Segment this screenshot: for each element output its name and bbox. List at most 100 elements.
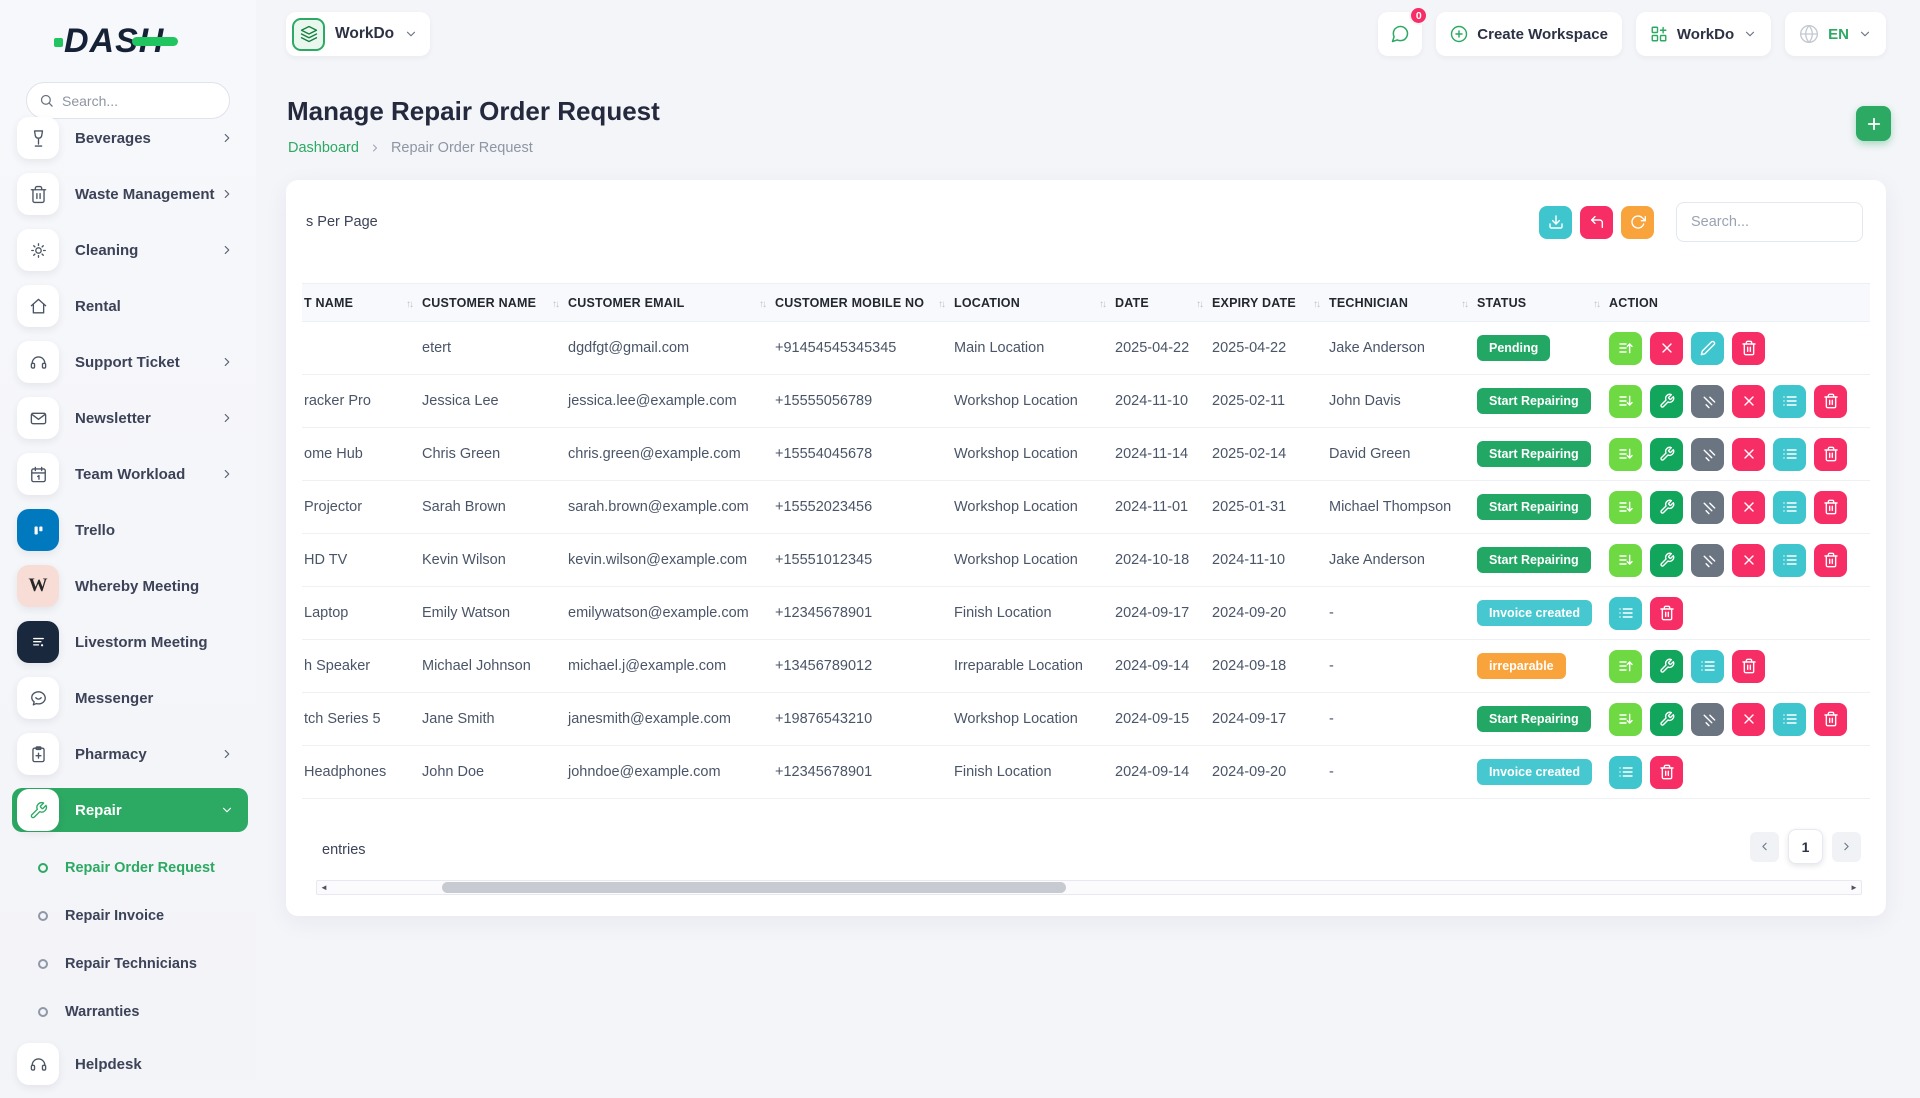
sidebar-item-waste-management[interactable]: Waste Management <box>12 172 248 216</box>
sort-icon[interactable]: ↑↓ <box>1099 298 1107 310</box>
cancel-button[interactable] <box>1732 384 1765 418</box>
delete-button[interactable] <box>1814 543 1847 577</box>
sidebar-item-trello[interactable]: Trello <box>12 508 248 552</box>
repair-button[interactable] <box>1650 384 1683 418</box>
details-button[interactable] <box>1691 649 1724 683</box>
delete-button[interactable] <box>1650 755 1683 789</box>
details-button[interactable] <box>1773 437 1806 471</box>
sidebar-item-pharmacy[interactable]: Pharmacy <box>12 732 248 776</box>
sort-icon[interactable]: ↑↓ <box>1461 298 1469 310</box>
sidebar-item-support-ticket[interactable]: Support Ticket <box>12 340 248 384</box>
sort-icon[interactable]: ↑↓ <box>406 298 414 310</box>
column-header[interactable]: STATUS ↑↓ <box>1475 283 1607 322</box>
workspace-selector[interactable]: WorkDo <box>286 12 431 56</box>
cancel-button[interactable] <box>1732 702 1765 736</box>
table-search-input[interactable] <box>1676 202 1863 242</box>
cancel-button[interactable] <box>1650 331 1683 365</box>
sidebar-item-team-workload[interactable]: Team Workload <box>12 452 248 496</box>
column-header[interactable]: DATE ↑↓ <box>1113 283 1210 322</box>
sidebar-item-cleaning[interactable]: Cleaning <box>12 228 248 272</box>
details-button[interactable] <box>1773 490 1806 524</box>
column-header[interactable]: LOCATION ↑↓ <box>952 283 1113 322</box>
reorder-button[interactable] <box>1609 384 1642 418</box>
sidebar-item-helpdesk[interactable]: Helpdesk <box>12 1042 248 1086</box>
progress-button[interactable] <box>1691 437 1724 471</box>
repair-button[interactable] <box>1650 702 1683 736</box>
progress-button[interactable] <box>1691 384 1724 418</box>
export-button[interactable] <box>1539 205 1572 239</box>
sidebar-item-label: Waste Management <box>75 185 215 203</box>
reorder-button[interactable] <box>1609 649 1642 683</box>
delete-button[interactable] <box>1732 649 1765 683</box>
repair-button[interactable] <box>1650 490 1683 524</box>
sort-icon[interactable]: ↑↓ <box>938 298 946 310</box>
repair-button[interactable] <box>1650 543 1683 577</box>
sort-icon[interactable]: ↑↓ <box>1196 298 1204 310</box>
cancel-button[interactable] <box>1732 490 1765 524</box>
delete-button[interactable] <box>1814 384 1847 418</box>
sidebar-item-beverages[interactable]: Beverages <box>12 116 248 160</box>
delete-button[interactable] <box>1650 596 1683 630</box>
refresh-button[interactable] <box>1621 205 1654 239</box>
details-button[interactable] <box>1609 755 1642 789</box>
sidebar-item-messenger[interactable]: Messenger <box>12 676 248 720</box>
sidebar-item-newsletter[interactable]: Newsletter <box>12 396 248 440</box>
sidebar-item-whereby-meeting[interactable]: W Whereby Meeting <box>12 564 248 608</box>
details-button[interactable] <box>1773 702 1806 736</box>
details-button[interactable] <box>1773 543 1806 577</box>
next-page-button[interactable] <box>1832 831 1861 862</box>
column-header[interactable]: CUSTOMER NAME ↑↓ <box>420 283 566 322</box>
progress-button[interactable] <box>1691 490 1724 524</box>
column-header[interactable]: CUSTOMER MOBILE NO ↑↓ <box>773 283 952 322</box>
workdo-menu-button[interactable]: WorkDo <box>1635 12 1772 56</box>
sort-icon[interactable]: ↑↓ <box>552 298 560 310</box>
sidebar-search[interactable] <box>26 82 230 119</box>
horizontal-scrollbar[interactable]: ◄ ► <box>316 880 1862 895</box>
column-header[interactable]: EXPIRY DATE ↑↓ <box>1210 283 1327 322</box>
delete-button[interactable] <box>1814 437 1847 471</box>
reorder-button[interactable] <box>1609 543 1642 577</box>
sidebar-subitem-repair-order-request[interactable]: Repair Order Request <box>12 844 248 892</box>
scrollbar-thumb[interactable] <box>442 882 1066 893</box>
add-repair-order-button[interactable] <box>1856 106 1891 141</box>
scroll-left-arrow[interactable]: ◄ <box>320 883 328 892</box>
progress-button[interactable] <box>1691 543 1724 577</box>
brand-logo[interactable]: DASH <box>54 22 179 61</box>
cancel-button[interactable] <box>1732 543 1765 577</box>
column-header[interactable]: TECHNICIAN ↑↓ <box>1327 283 1475 322</box>
repair-button[interactable] <box>1650 649 1683 683</box>
reorder-button[interactable] <box>1609 490 1642 524</box>
repair-button[interactable] <box>1650 437 1683 471</box>
delete-button[interactable] <box>1814 490 1847 524</box>
sidebar-search-input[interactable] <box>62 92 202 109</box>
create-workspace-button[interactable]: Create Workspace <box>1436 12 1622 56</box>
chat-button[interactable]: 0 <box>1378 6 1429 56</box>
sidebar-item-livestorm-meeting[interactable]: Livestorm Meeting <box>12 620 248 664</box>
page-number-button[interactable]: 1 <box>1788 829 1823 864</box>
details-button[interactable] <box>1773 384 1806 418</box>
language-selector[interactable]: EN <box>1785 12 1886 56</box>
undo-button[interactable] <box>1580 205 1613 239</box>
sidebar-item-repair[interactable]: Repair <box>12 788 248 832</box>
delete-button[interactable] <box>1814 702 1847 736</box>
sidebar-subitem-repair-technicians[interactable]: Repair Technicians <box>12 940 248 988</box>
breadcrumb-dashboard-link[interactable]: Dashboard <box>288 140 359 156</box>
reorder-button[interactable] <box>1609 437 1642 471</box>
cancel-button[interactable] <box>1732 437 1765 471</box>
sort-icon[interactable]: ↑↓ <box>759 298 767 310</box>
sort-icon[interactable]: ↑↓ <box>1593 298 1601 310</box>
reorder-button[interactable] <box>1609 702 1642 736</box>
progress-button[interactable] <box>1691 702 1724 736</box>
sidebar-item-rental[interactable]: Rental <box>12 284 248 328</box>
delete-button[interactable] <box>1732 331 1765 365</box>
sidebar-subitem-repair-invoice[interactable]: Repair Invoice <box>12 892 248 940</box>
details-button[interactable] <box>1609 596 1642 630</box>
sidebar-subitem-warranties[interactable]: Warranties <box>12 988 248 1036</box>
sort-icon[interactable]: ↑↓ <box>1313 298 1321 310</box>
scroll-right-arrow[interactable]: ► <box>1850 883 1858 892</box>
prev-page-button[interactable] <box>1750 831 1779 862</box>
column-header[interactable]: CUSTOMER EMAIL ↑↓ <box>566 283 773 322</box>
reorder-button[interactable] <box>1609 331 1642 365</box>
column-header[interactable]: T NAME ↑↓ <box>302 283 420 322</box>
edit-button[interactable] <box>1691 331 1724 365</box>
